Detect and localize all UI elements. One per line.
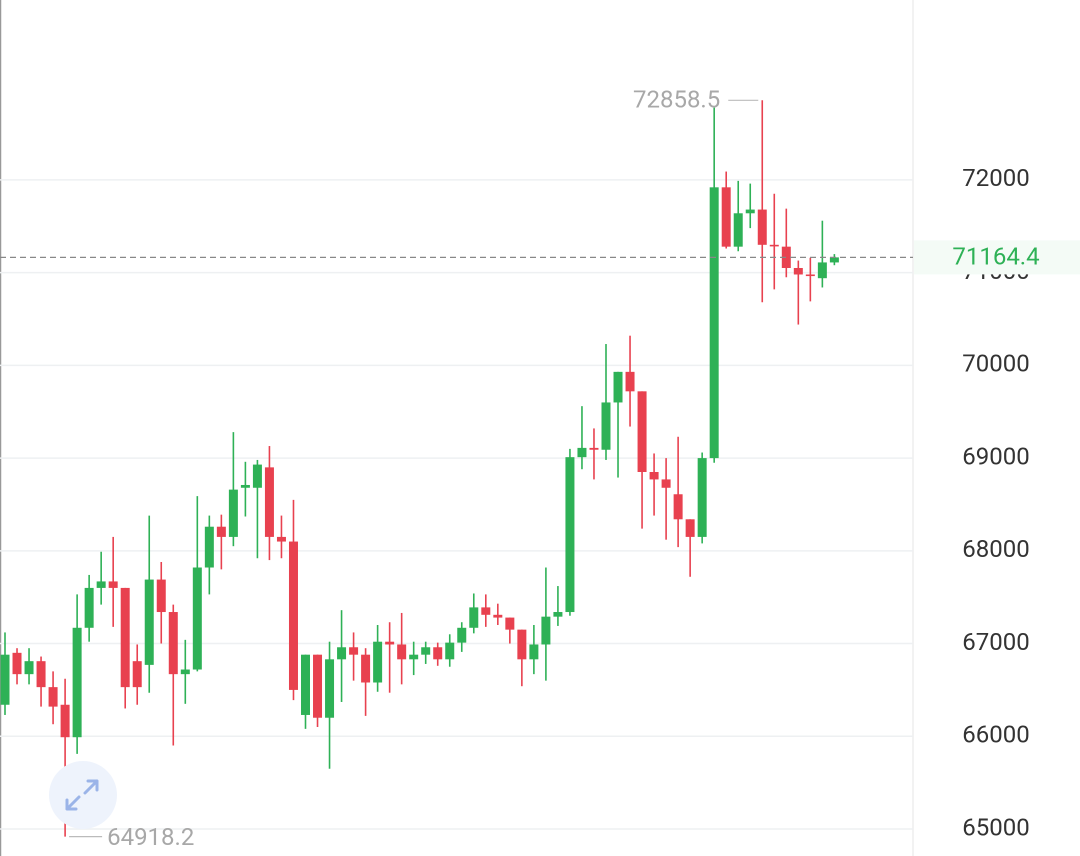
y-tick-label: 69000 (962, 442, 1029, 470)
candle-body (132, 661, 142, 688)
overlay: 72858.5 64918.2 71164.4 (0, 86, 1080, 851)
candle-body (361, 654, 371, 683)
candle-body (144, 579, 154, 665)
candle-body (228, 489, 238, 537)
candle-body (12, 652, 22, 675)
candle-body (613, 371, 623, 403)
candle-body (721, 187, 731, 247)
y-tick-label: 65000 (962, 813, 1029, 841)
candle-body (625, 371, 635, 392)
candle-body (673, 494, 683, 520)
candle-body (156, 579, 166, 613)
candle-body (697, 458, 707, 537)
candle-body (409, 654, 419, 660)
candle-body (745, 209, 755, 214)
candle-body (481, 607, 491, 615)
candle-body (264, 467, 274, 537)
candle-body (565, 457, 575, 613)
candle-body (493, 614, 503, 618)
candle-body (817, 262, 827, 279)
candles (0, 100, 839, 837)
candle-body (517, 629, 527, 660)
candle-body (48, 687, 58, 707)
candle-body (180, 669, 190, 675)
expand-icon[interactable] (49, 761, 117, 829)
candle-body (385, 641, 395, 645)
candle-body (120, 587, 130, 688)
candle-body (204, 526, 214, 568)
candle-body (709, 187, 719, 459)
candle-body (577, 447, 587, 458)
candle-body (397, 644, 407, 660)
candle-body (805, 274, 815, 277)
grid: 6500066000670006800069000700007100072000 (0, 164, 1030, 841)
candle-body (661, 479, 671, 488)
icon-bg (49, 761, 117, 829)
min-label: 64918.2 (107, 823, 194, 851)
y-tick-label: 68000 (962, 535, 1029, 563)
candle-body (36, 661, 46, 688)
candle-body (240, 484, 250, 488)
candle-body (108, 581, 118, 588)
candle-body (505, 617, 515, 630)
candle-body (84, 587, 94, 628)
candle-body (96, 581, 106, 588)
candle-body (0, 654, 10, 705)
y-tick-label: 67000 (962, 628, 1029, 656)
candle-body (529, 644, 539, 660)
candle-body (601, 402, 611, 450)
candle-body (781, 246, 791, 268)
candle-body (72, 627, 82, 738)
candle-body (60, 704, 70, 738)
candle-body (433, 647, 443, 660)
y-tick-label: 72000 (962, 164, 1029, 192)
candle-body (541, 616, 551, 645)
candle-body (757, 209, 767, 245)
y-tick-label: 66000 (962, 721, 1029, 749)
candle-body (553, 612, 563, 617)
candle-body (252, 464, 262, 488)
candle-body (301, 654, 310, 715)
candle-body (649, 472, 659, 480)
icon-arrows (65, 779, 99, 811)
max-label: 72858.5 (633, 86, 720, 114)
candle-body (421, 647, 431, 655)
candle-body (373, 641, 383, 683)
last-price-label: 71164.4 (952, 243, 1039, 271)
candle-body (445, 642, 455, 660)
candle-body (192, 567, 202, 670)
candle-body (637, 391, 647, 473)
candle-body (325, 659, 335, 718)
candle-body (24, 661, 34, 675)
last-price-box (914, 240, 1080, 275)
candle-body (685, 519, 695, 537)
candle-body (337, 647, 347, 660)
candle-body (469, 607, 479, 628)
candle-body (276, 536, 286, 542)
candle-body (769, 244, 779, 247)
candle-body (733, 213, 743, 247)
candle-body (349, 647, 359, 655)
y-tick-label: 70000 (962, 350, 1029, 378)
candle-body (793, 267, 803, 275)
candle-body (829, 257, 839, 263)
candle-body (288, 541, 298, 690)
candle-body (168, 612, 178, 675)
candle-body (216, 526, 226, 537)
candle-body (457, 627, 467, 643)
candle-body (313, 654, 323, 718)
candle-body (589, 447, 599, 450)
